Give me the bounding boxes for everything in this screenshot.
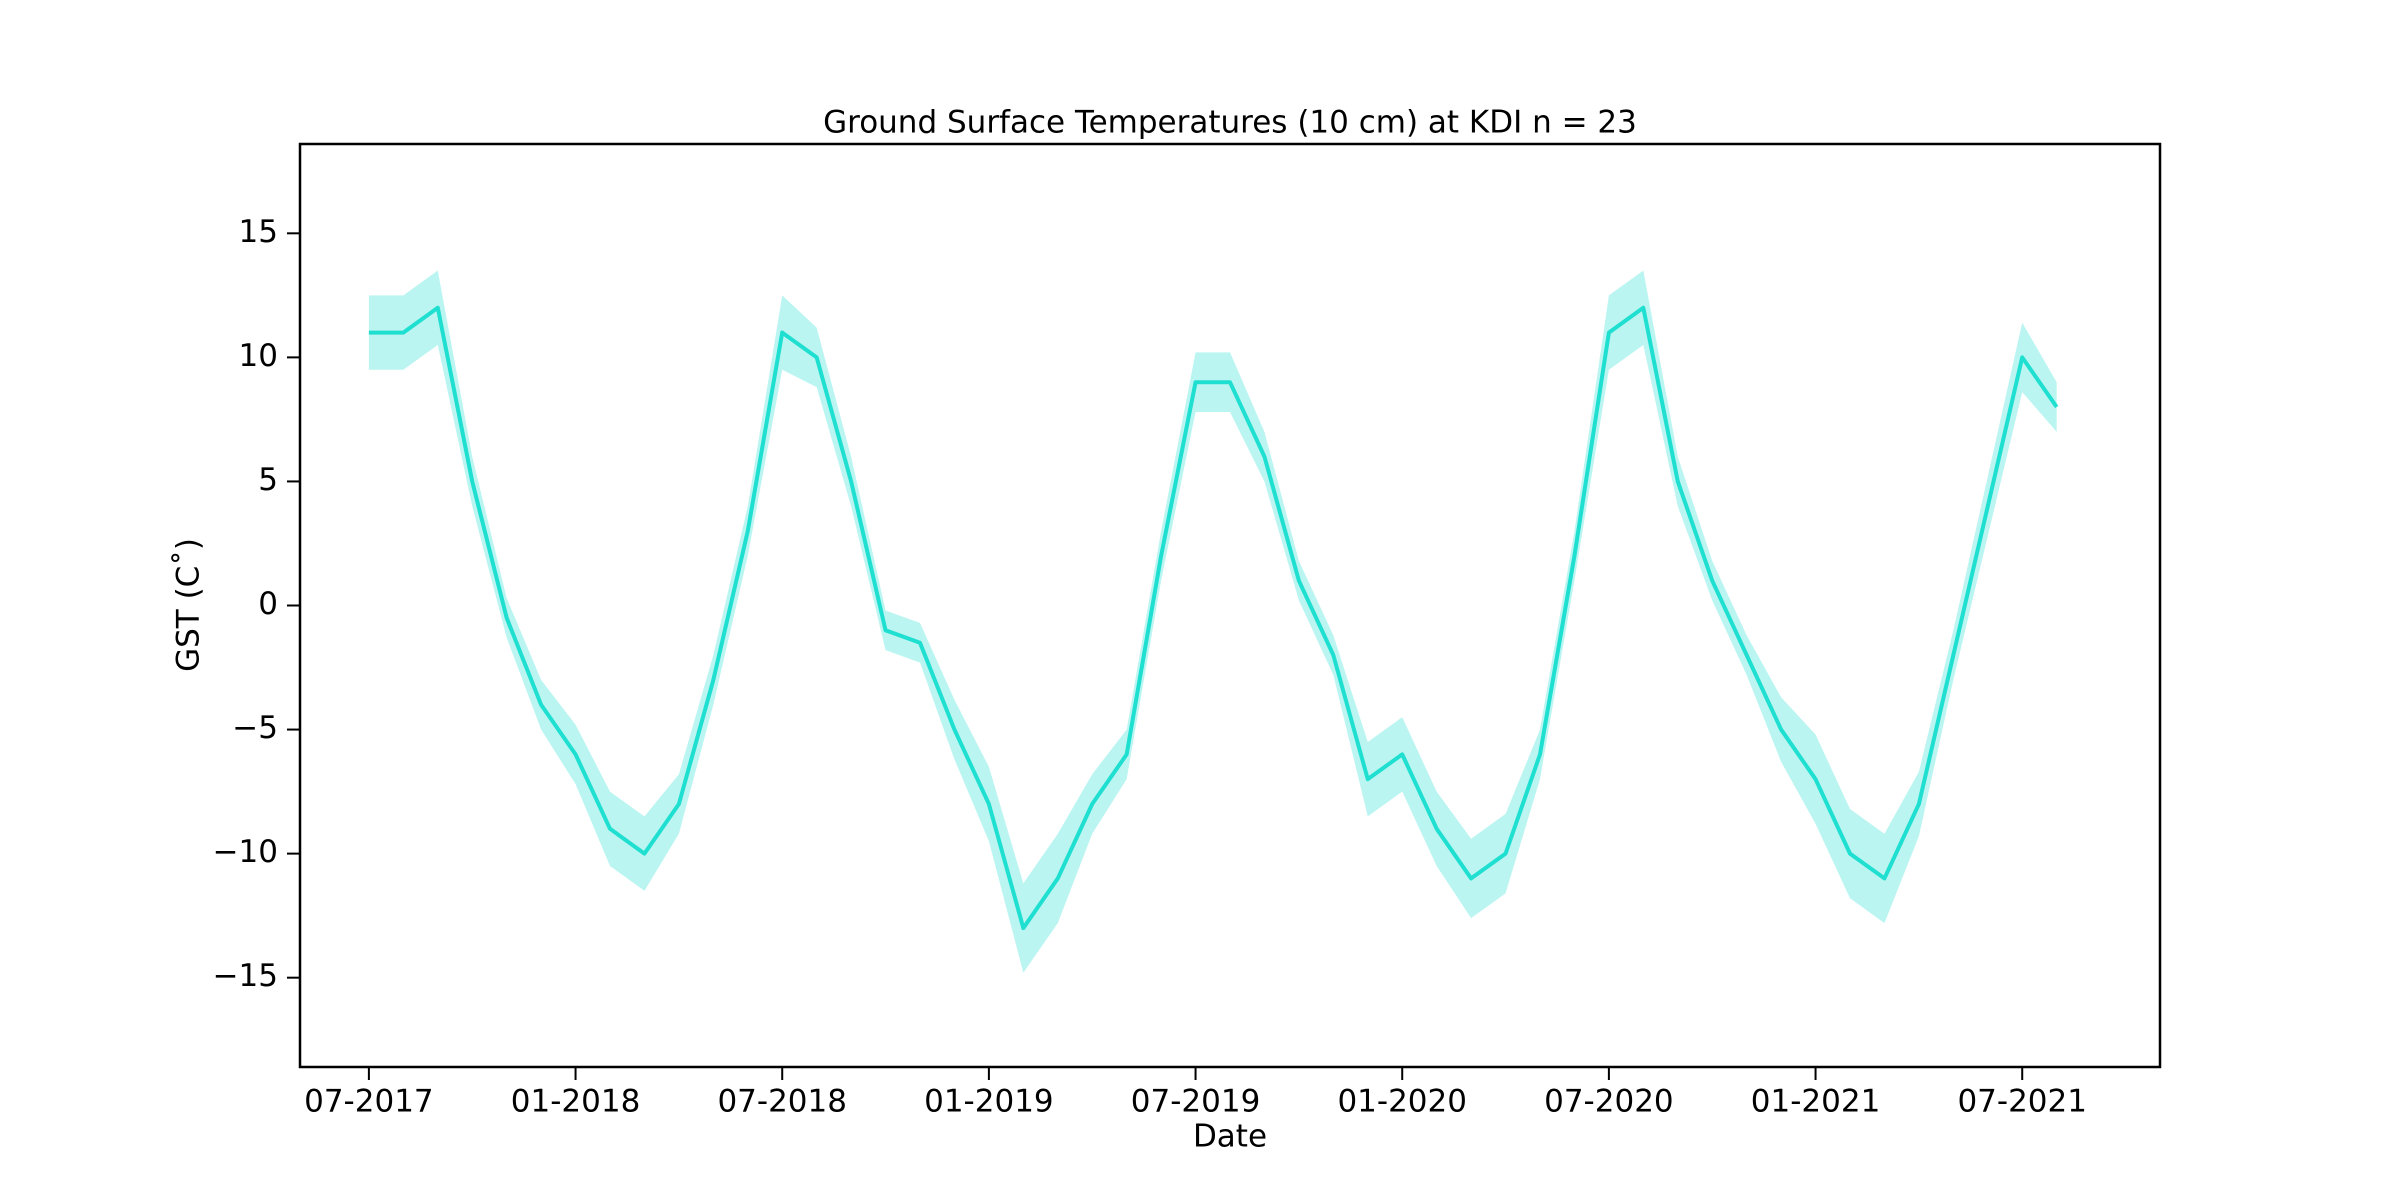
x-axis-label: Date <box>1193 1119 1267 1155</box>
x-tick-label: 01-2018 <box>511 1084 641 1120</box>
y-tick-label: 0 <box>258 586 278 622</box>
plot-frame <box>298 142 2162 1069</box>
y-tick-label: 5 <box>258 462 278 498</box>
y-axis-label: GST (C˚) <box>171 538 207 672</box>
line <box>368 305 2059 931</box>
chart-title: Ground Surface Temperatures (10 cm) at K… <box>823 105 1637 141</box>
x-tick-label: 07-2019 <box>1131 1084 1261 1120</box>
y-tick-label: −15 <box>213 958 278 994</box>
confidence-band <box>368 270 2057 973</box>
x-tick-label: 07-2018 <box>717 1084 847 1120</box>
x-tick-label: 01-2019 <box>924 1084 1054 1120</box>
y-tick-label: −10 <box>213 834 278 870</box>
y-tick-label: 10 <box>239 338 278 374</box>
x-tick-label: 07-2017 <box>304 1084 434 1120</box>
x-tick-label: 01-2020 <box>1337 1084 1467 1120</box>
y-tick-label: 15 <box>239 214 278 250</box>
x-tick-label: 01-2021 <box>1751 1084 1881 1120</box>
y-tick-label: −5 <box>232 710 278 746</box>
x-tick-label: 07-2020 <box>1544 1084 1674 1120</box>
x-tick-label: 07-2021 <box>1957 1084 2087 1120</box>
